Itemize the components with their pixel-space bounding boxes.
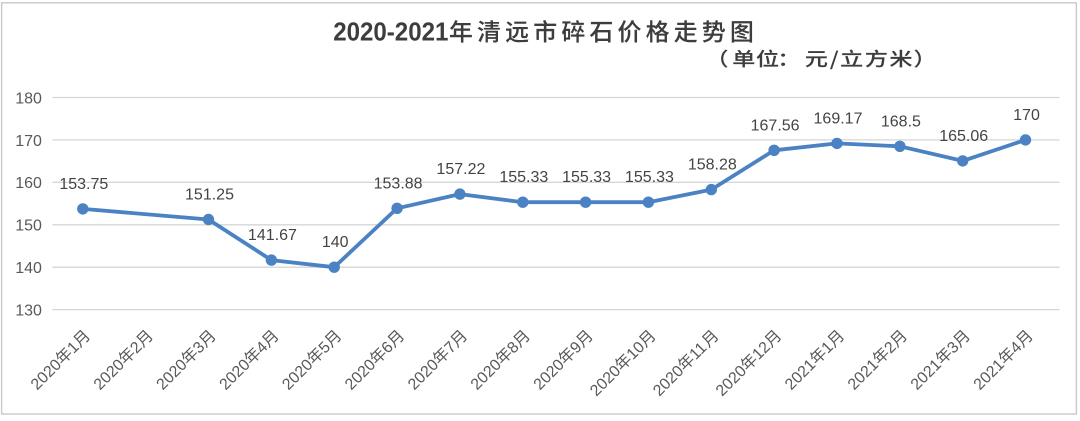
- svg-text:140: 140: [15, 260, 42, 277]
- svg-text:157.22: 157.22: [436, 161, 485, 178]
- svg-text:151.25: 151.25: [185, 187, 234, 204]
- svg-text:167.56: 167.56: [751, 117, 800, 134]
- svg-text:155.33: 155.33: [562, 169, 611, 186]
- svg-text:169.17: 169.17: [814, 110, 863, 127]
- svg-text:141.67: 141.67: [248, 227, 297, 244]
- svg-text:180: 180: [15, 90, 42, 107]
- svg-text:153.75: 153.75: [59, 176, 108, 193]
- svg-text:170: 170: [15, 133, 42, 150]
- svg-text:2020-2021: 2020-2021: [333, 18, 448, 47]
- svg-text:130: 130: [15, 303, 42, 320]
- svg-text:170: 170: [1013, 107, 1040, 124]
- svg-text:150: 150: [15, 218, 42, 235]
- svg-text:158.28: 158.28: [688, 157, 737, 174]
- svg-text:165.06: 165.06: [939, 128, 988, 145]
- svg-text:160: 160: [15, 175, 42, 192]
- svg-text:168.5: 168.5: [881, 113, 921, 130]
- svg-text:140: 140: [322, 234, 349, 251]
- svg-text:155.33: 155.33: [625, 169, 674, 186]
- svg-text:155.33: 155.33: [499, 169, 548, 186]
- svg-text:153.88: 153.88: [374, 175, 423, 192]
